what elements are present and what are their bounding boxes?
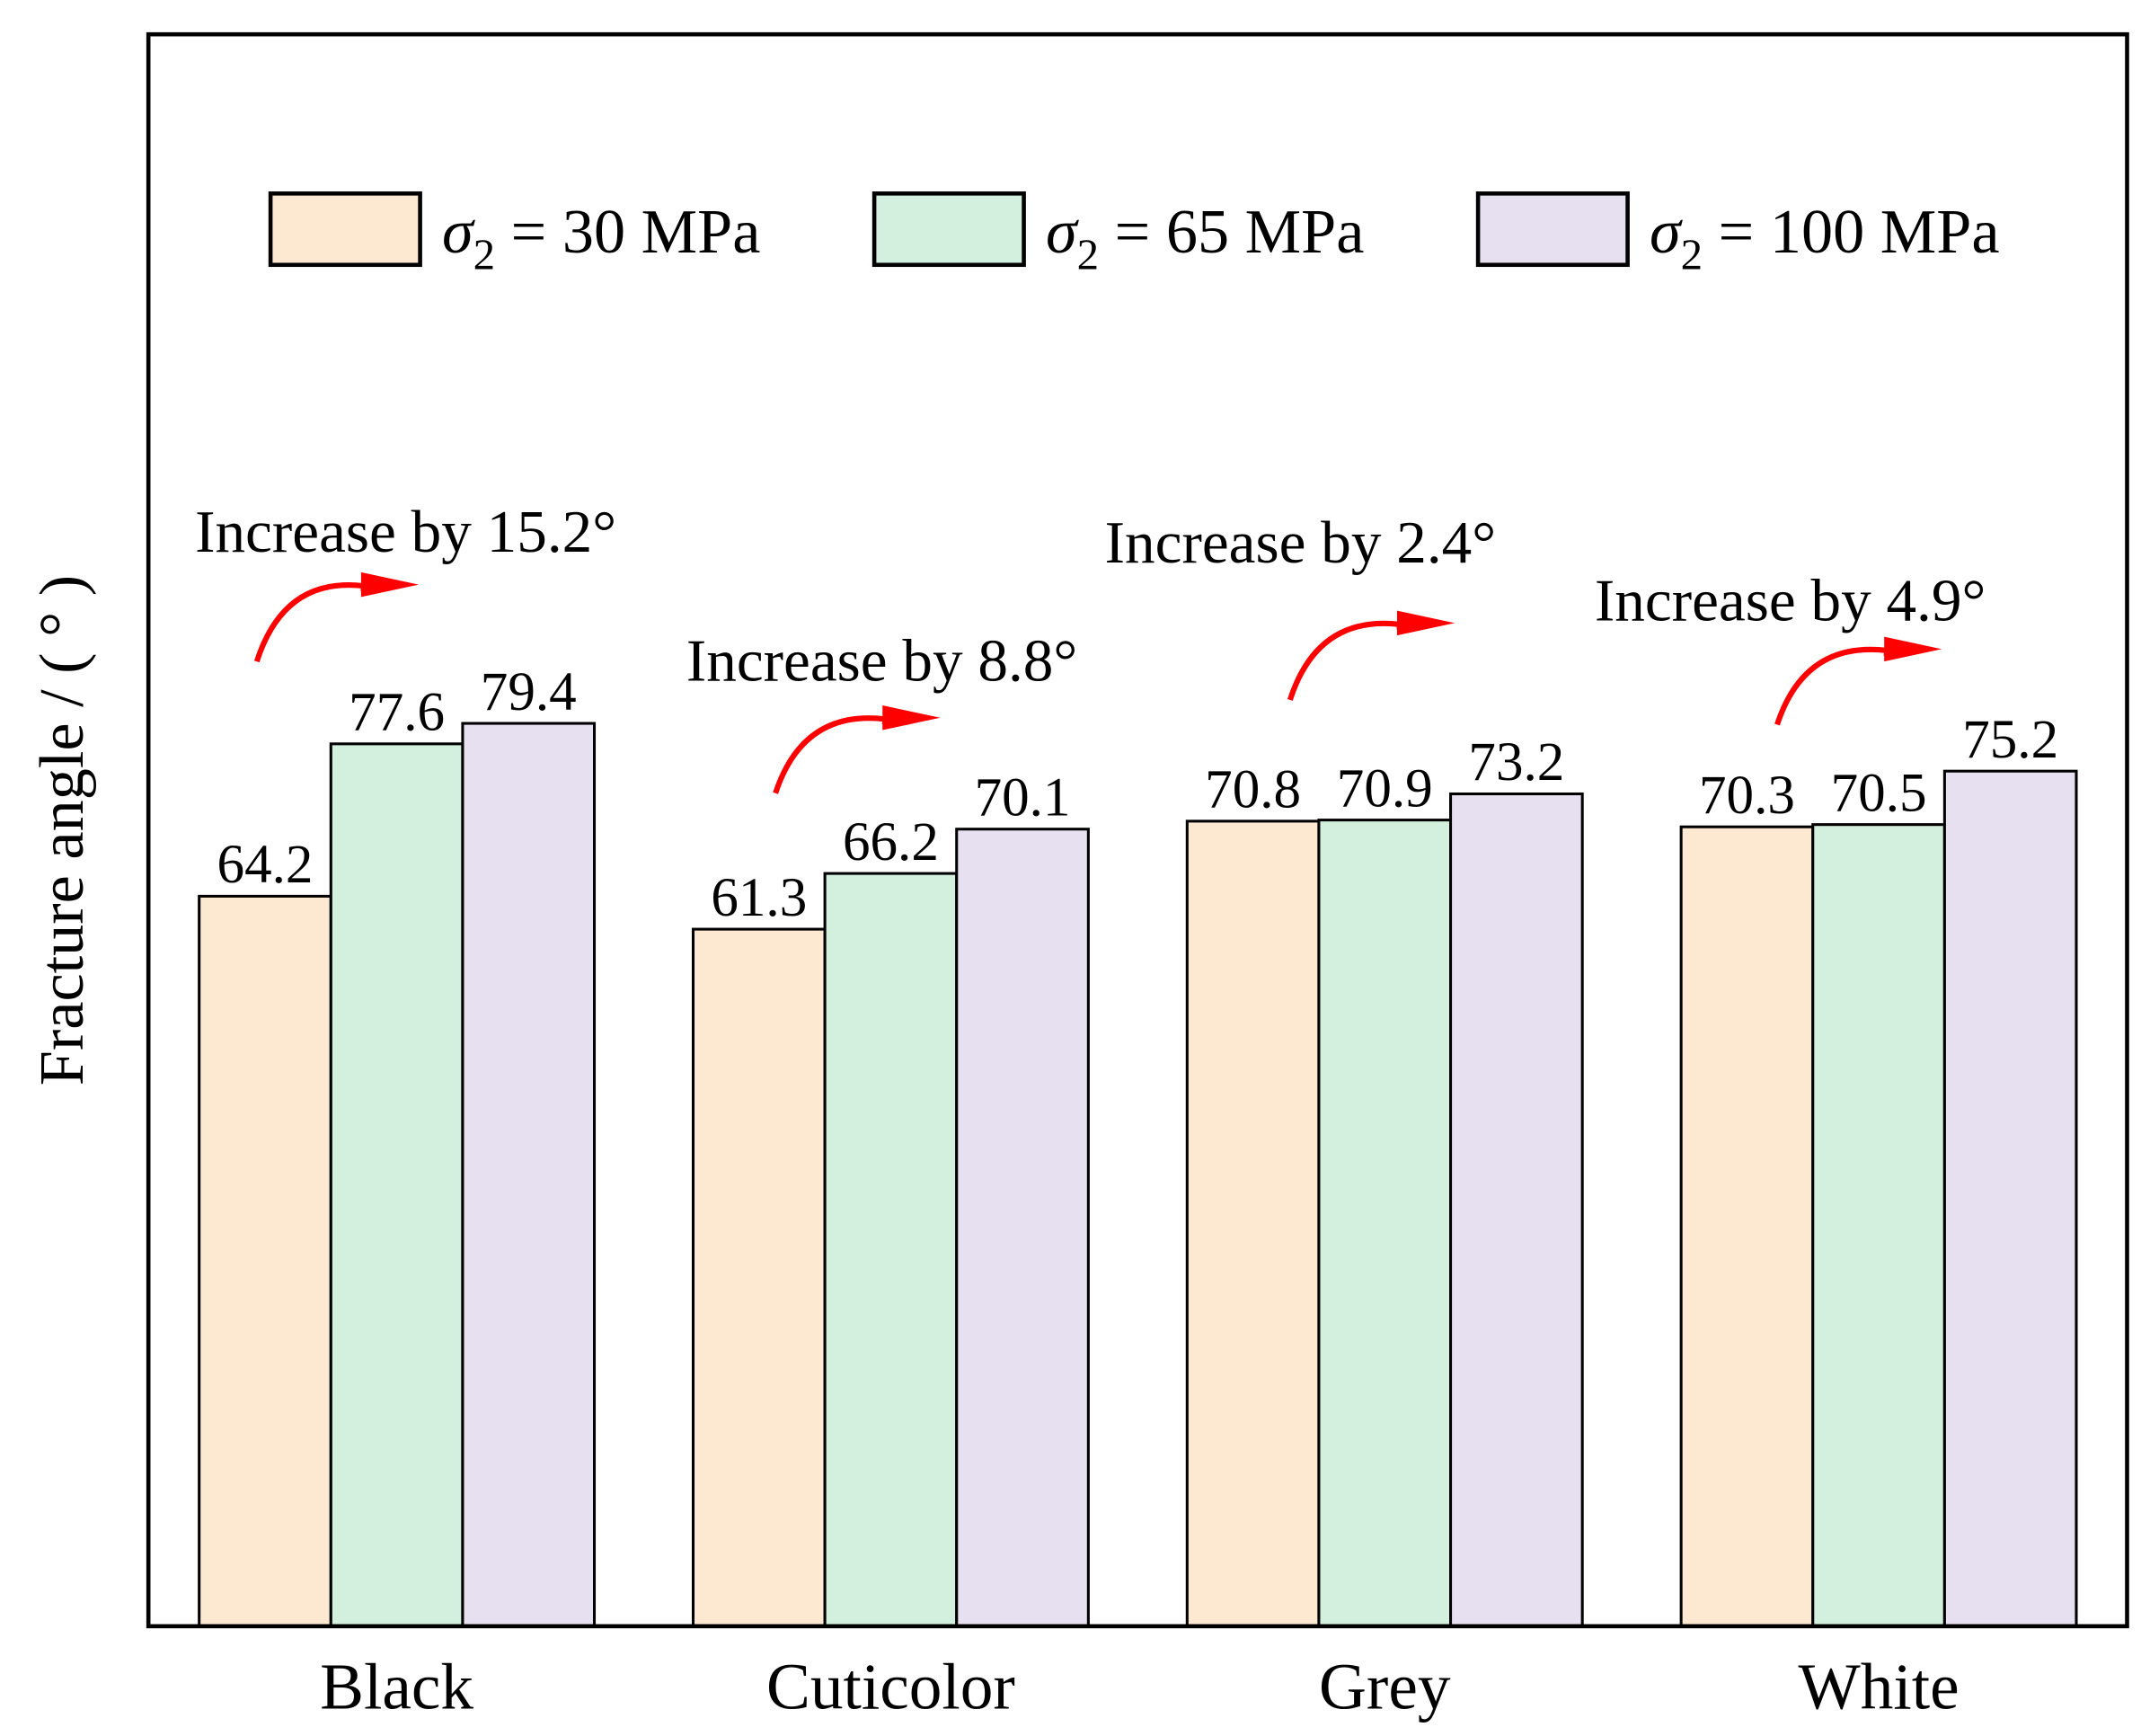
data-label: 70.3 <box>1699 766 1795 826</box>
legend-label: σ2 = 100 MPa <box>1650 197 2000 279</box>
data-label: 70.1 <box>975 767 1071 828</box>
bar-white-series-2 <box>1811 823 1946 1628</box>
annotation-text: Increase by 4.9° <box>1595 566 1986 633</box>
data-label: 79.4 <box>481 662 577 722</box>
plot-frame <box>146 31 2129 1629</box>
legend-swatch <box>268 191 422 268</box>
legend-swatch <box>871 191 1026 268</box>
legend-label: σ2 = 30 MPa <box>442 197 760 279</box>
y-axis-label: Fracture angle / ( ° ) <box>27 575 97 1085</box>
legend-swatch <box>1475 191 1630 268</box>
x-tick-label: Black <box>320 1650 473 1723</box>
data-label: 64.2 <box>217 835 314 895</box>
annotations: Increase by 15.2° Increase by 8.8° Increas… <box>195 498 1986 794</box>
x-tick-label: White <box>1799 1650 1960 1723</box>
bars: 64.2 77.6 79.4 61.3 66.2 70.1 70.8 70.9 73.2 70.3… <box>198 662 2078 1628</box>
increase-arrow-icon <box>1287 618 1411 701</box>
data-label: 61.3 <box>711 868 807 928</box>
increase-arrow-icon <box>1774 644 1898 726</box>
annotation-text: Increase by 8.8° <box>686 627 1077 695</box>
bar-white-series-3 <box>1942 769 2078 1628</box>
bar-grey-series-2 <box>1317 819 1453 1628</box>
bar-cuticolor-series-1 <box>691 927 827 1628</box>
data-label: 70.9 <box>1337 758 1433 819</box>
data-label: 73.2 <box>1468 732 1564 793</box>
increase-arrow-icon <box>773 713 897 794</box>
bar-grey-series-1 <box>1185 819 1321 1628</box>
data-label: 66.2 <box>843 812 939 872</box>
arrowhead-icon <box>360 571 420 598</box>
annotation-text: Increase by 15.2° <box>195 498 616 565</box>
data-label: 70.8 <box>1205 760 1301 820</box>
bar-white-series-1 <box>1679 825 1815 1628</box>
x-tick-label: Cuticolor <box>766 1650 1015 1723</box>
increase-arrow-icon <box>253 580 376 663</box>
x-tick-label: Grey <box>1319 1650 1451 1723</box>
data-label: 70.5 <box>1831 763 1927 823</box>
legend-label: σ2 = 65 MPa <box>1046 197 1364 279</box>
annotation-text: Increase by 2.4° <box>1105 509 1496 576</box>
bar-grey-series-3 <box>1449 792 1584 1628</box>
x-tick-labels: Black Cuticolor Grey White <box>320 1650 1959 1723</box>
data-label: 75.2 <box>1962 710 2058 770</box>
legend: σ2 = 30 MPa σ2 = 65 MPa σ2 = 100 MPa <box>268 191 2000 279</box>
arrowhead-icon <box>1396 610 1455 636</box>
bar-cuticolor-series-3 <box>955 828 1090 1628</box>
bar-cuticolor-series-2 <box>823 872 959 1628</box>
data-label: 77.6 <box>349 683 445 743</box>
arrowhead-icon <box>1884 636 1942 662</box>
bar-black-series-2 <box>329 742 464 1628</box>
bar-black-series-3 <box>461 722 597 1628</box>
arrowhead-icon <box>882 705 941 731</box>
bar-black-series-1 <box>198 894 332 1628</box>
